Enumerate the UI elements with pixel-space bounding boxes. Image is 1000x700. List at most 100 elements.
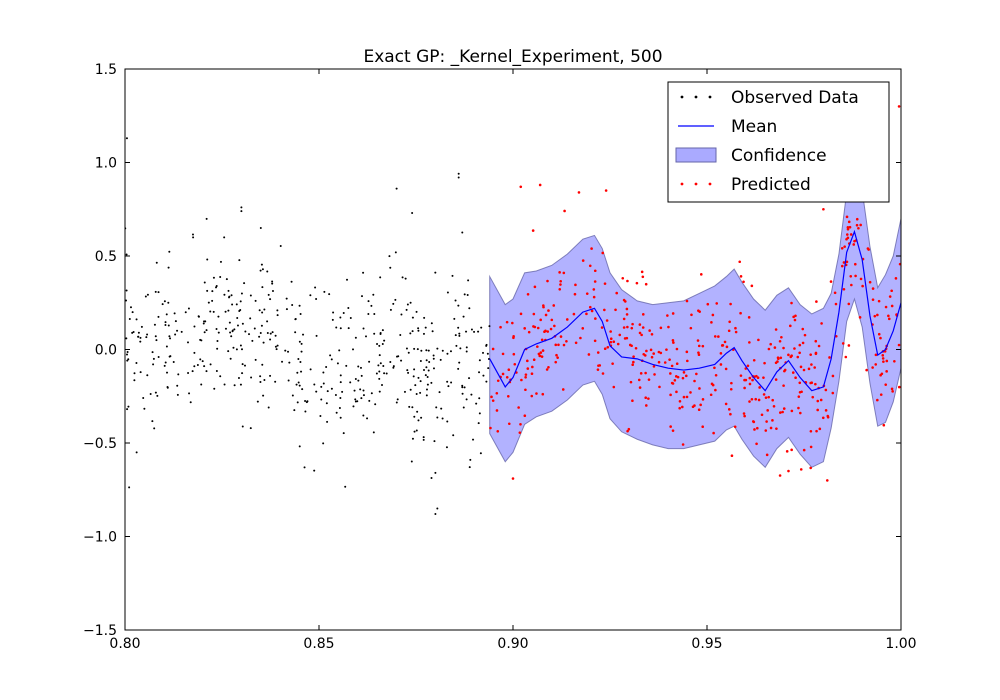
predicted-point [601,251,605,255]
observed-point [143,407,146,410]
observed-point [359,388,362,391]
predicted-point [701,398,705,401]
observed-point [309,368,312,371]
observed-point [266,331,269,334]
predicted-point [697,353,701,357]
predicted-point [496,429,500,433]
observed-point [400,313,403,316]
observed-point [436,507,439,510]
observed-point [271,282,274,285]
predicted-point [539,318,542,322]
predicted-point [550,318,554,322]
observed-point [306,400,309,403]
observed-point [405,308,408,311]
observed-point [217,331,220,334]
predicted-point [774,361,778,365]
predicted-point [855,223,859,227]
predicted-point [801,327,805,331]
predicted-point [535,392,538,395]
observed-point [249,294,252,297]
observed-point [433,440,436,443]
predicted-point [686,359,689,363]
observed-point [422,332,425,335]
predicted-point [824,388,828,392]
observed-point [457,176,460,179]
predicted-point [861,284,864,288]
predicted-point [652,352,655,355]
predicted-point [513,362,517,366]
predicted-point [574,283,577,287]
predicted-point [698,387,701,390]
predicted-point [729,387,733,391]
observed-point [152,363,155,366]
observed-point [354,378,357,381]
observed-point [325,365,328,368]
legend-label: Predicted [731,175,811,195]
predicted-point [671,429,675,432]
predicted-point [790,301,793,305]
predicted-point [505,376,509,379]
predicted-point [890,304,894,308]
predicted-point [734,330,738,334]
predicted-point [725,345,729,349]
predicted-point [524,375,527,379]
observed-point [261,268,264,271]
predicted-point [777,357,780,361]
observed-point [480,326,483,329]
predicted-point [669,425,672,428]
predicted-point [659,326,663,330]
observed-point [157,355,160,358]
observed-point [419,391,422,394]
observed-point [128,486,131,489]
predicted-point [579,336,582,340]
predicted-point [760,413,764,417]
predicted-point [809,429,813,433]
predicted-point [858,316,862,319]
observed-point [409,301,412,304]
predicted-point [847,220,851,224]
observed-point [314,286,317,289]
observed-point [230,335,233,338]
predicted-point [649,348,653,352]
predicted-point [717,335,720,338]
observed-point [478,359,481,362]
predicted-point [511,321,514,325]
predicted-point [729,302,732,306]
observed-point [457,172,460,175]
predicted-point [526,359,529,363]
observed-point [240,348,243,351]
predicted-point [807,367,811,371]
predicted-point [790,409,794,413]
predicted-point [844,355,848,359]
observed-point [180,330,183,333]
predicted-point [853,239,856,243]
observed-point [424,374,427,377]
predicted-point [547,365,550,369]
observed-point [427,349,430,352]
predicted-point [685,350,689,354]
observed-point [381,343,384,346]
predicted-point [543,330,546,334]
observed-point [457,304,460,307]
observed-point [339,316,342,319]
observed-point [238,310,241,313]
observed-point [362,394,365,397]
observed-point [478,412,481,415]
predicted-point [748,341,751,344]
predicted-point [593,280,597,283]
predicted-point [672,341,675,344]
observed-point [132,331,135,334]
predicted-point [885,370,888,373]
observed-point [229,357,232,360]
predicted-point [640,333,643,337]
predicted-point [762,393,766,396]
observed-point [446,352,449,355]
observed-point [468,307,471,310]
predicted-point [618,333,622,337]
observed-point [167,324,170,327]
observed-point [404,277,407,280]
observed-point [344,485,347,488]
observed-point [241,363,244,366]
x-tick-label: 0.85 [303,636,334,652]
observed-point [315,298,318,301]
